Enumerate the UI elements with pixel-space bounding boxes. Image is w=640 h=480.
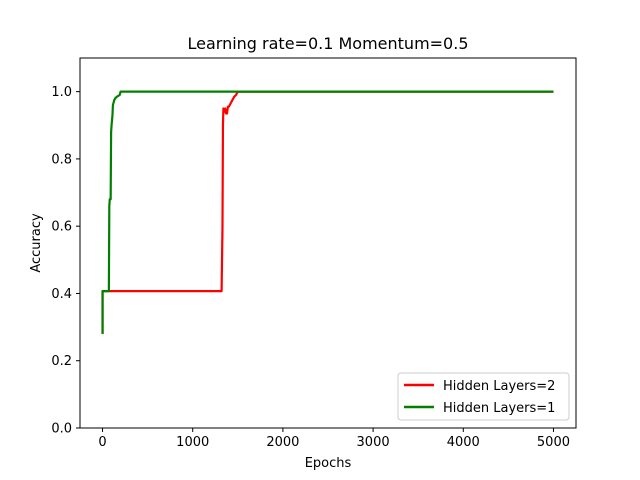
y-tick-label: 0.6 (51, 220, 72, 235)
x-axis: 0 1000 2000 3000 4000 5000 (98, 428, 570, 450)
plot-area (80, 58, 576, 428)
chart-title: Learning rate=0.1 Momentum=0.5 (188, 34, 469, 53)
plot-frame (79, 57, 577, 429)
x-tick-label: 0 (98, 435, 106, 450)
legend: Hidden Layers=2 Hidden Layers=1 (397, 372, 570, 421)
legend-label-hidden-layers-1: Hidden Layers=1 (443, 401, 555, 416)
y-tick-label: 1.0 (51, 85, 72, 100)
x-tick-label: 2000 (266, 435, 299, 450)
x-tick-label: 1000 (176, 435, 209, 450)
x-axis-label: Epochs (305, 456, 352, 471)
series-line-hidden-layers-1 (101, 90, 554, 334)
y-tick-label: 0.2 (51, 354, 72, 369)
x-tick-label: 4000 (447, 435, 480, 450)
y-axis-label: Accuracy (29, 213, 44, 273)
legend-box (397, 372, 570, 421)
y-tick-label: 0.8 (51, 152, 72, 167)
y-tick-label: 0.4 (51, 287, 72, 302)
legend-label-hidden-layers-2: Hidden Layers=2 (443, 379, 555, 394)
series-line-hidden-layers-2 (101, 90, 554, 334)
x-tick-label: 5000 (537, 435, 570, 450)
y-axis: 0.0 0.2 0.4 0.6 0.8 1.0 (51, 85, 80, 437)
y-tick-label: 0.0 (51, 422, 72, 437)
x-tick-label: 3000 (357, 435, 390, 450)
series-layer (101, 90, 554, 334)
